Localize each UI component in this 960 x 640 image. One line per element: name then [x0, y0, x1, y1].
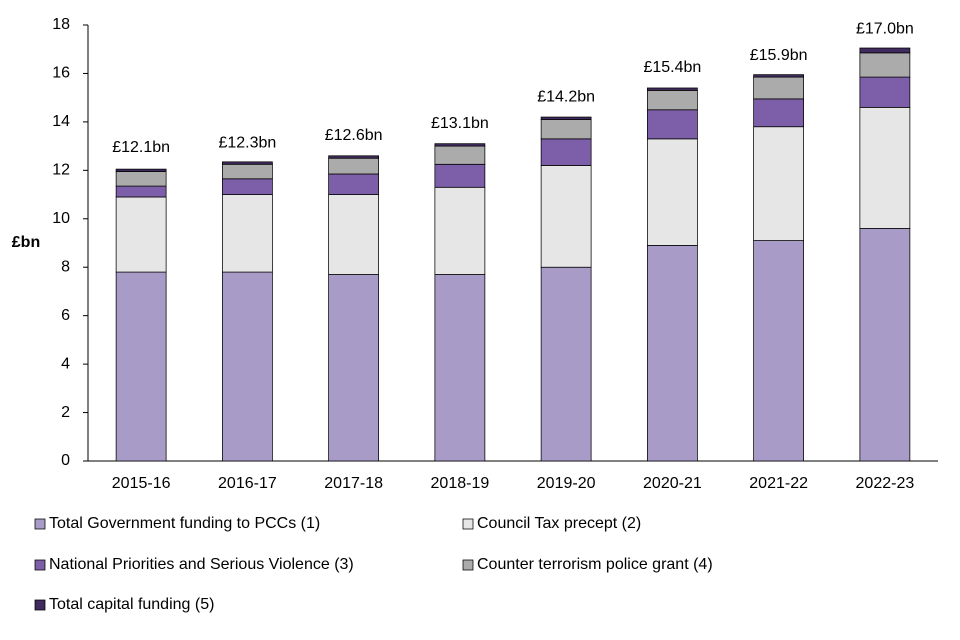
legend-swatch: [462, 518, 474, 530]
legend-swatch: [34, 518, 46, 530]
legend-label: Council Tax precept (2): [477, 515, 641, 532]
total-label: £13.1bn: [431, 115, 489, 132]
y-axis-label: £bn: [12, 234, 40, 251]
legend-label: National Priorities and Serious Violence…: [49, 556, 354, 573]
y-tick-label: 10: [52, 210, 70, 227]
y-tick-label: 6: [61, 307, 70, 324]
bar-segment: [859, 106, 911, 229]
y-tick-label: 14: [52, 113, 70, 130]
bar-segment: [434, 163, 486, 188]
bar-segment: [647, 109, 698, 140]
x-tick-label: 2021-22: [749, 475, 808, 492]
bar-segment: [859, 47, 911, 54]
total-label: £12.3bn: [218, 134, 276, 151]
bar-segment: [434, 145, 486, 165]
total-label: £12.1bn: [112, 139, 170, 156]
bar-segment: [222, 163, 273, 180]
x-tick-label: 2018-19: [431, 475, 490, 492]
bar-segment: [222, 161, 273, 165]
bar-segment: [859, 52, 911, 78]
bar-segment: [115, 185, 167, 198]
bar-segment: [115, 171, 167, 187]
bar-segment: [328, 194, 379, 275]
legend-label: Total capital funding (5): [49, 596, 214, 613]
bar-segment: [115, 168, 167, 172]
bar-segment: [647, 87, 698, 91]
bar-segment: [647, 138, 698, 246]
bar-segment: [753, 126, 804, 241]
total-label: £12.6bn: [325, 127, 383, 144]
y-tick-label: 12: [52, 162, 70, 179]
bar-segment: [115, 196, 167, 273]
bar-segment: [753, 98, 804, 128]
bar-segment: [859, 76, 911, 108]
bar-segment: [540, 119, 592, 140]
legend-label: Total Government funding to PCCs (1): [49, 515, 320, 532]
total-label: £14.2bn: [537, 88, 595, 105]
bar-segment: [540, 138, 592, 166]
bar-segment: [222, 178, 273, 195]
bar-segment: [540, 165, 592, 268]
y-tick-label: 18: [52, 16, 70, 33]
bar-segment: [647, 90, 698, 111]
bar-segment: [434, 274, 486, 462]
x-tick-label: 2022-23: [856, 475, 915, 492]
total-label: £15.4bn: [643, 59, 701, 76]
bar-segment: [434, 143, 486, 147]
y-tick-label: 4: [61, 355, 70, 372]
bar-segment: [328, 173, 379, 195]
legend-swatch: [34, 559, 46, 571]
x-tick-label: 2015-16: [112, 475, 171, 492]
bar-segment: [859, 228, 911, 462]
bar-segment: [434, 186, 486, 275]
bar-segment: [540, 116, 592, 120]
legend-label: Counter terrorism police grant (4): [477, 556, 713, 573]
x-tick-label: 2019-20: [537, 475, 596, 492]
bar-segment: [540, 266, 592, 462]
y-tick-label: 2: [61, 404, 70, 421]
bar-segment: [753, 74, 804, 78]
y-tick-label: 8: [61, 258, 70, 275]
bar-segment: [222, 271, 273, 462]
legend-swatch: [462, 559, 474, 571]
bar-segment: [753, 240, 804, 462]
total-label: £15.9bn: [750, 47, 808, 64]
legend-swatch: [34, 599, 46, 611]
x-tick-label: 2020-21: [643, 475, 702, 492]
bar-segment: [328, 274, 379, 462]
bar-segment: [647, 245, 698, 462]
y-tick-label: 0: [61, 452, 70, 469]
y-tick-label: 16: [52, 65, 70, 82]
bar-segment: [328, 157, 379, 175]
x-tick-label: 2016-17: [218, 475, 277, 492]
bar-segment: [115, 271, 167, 462]
bar-segment: [753, 76, 804, 100]
x-tick-label: 2017-18: [324, 475, 383, 492]
total-label: £17.0bn: [856, 20, 914, 37]
bar-segment: [222, 194, 273, 273]
bar-segment: [328, 155, 379, 159]
